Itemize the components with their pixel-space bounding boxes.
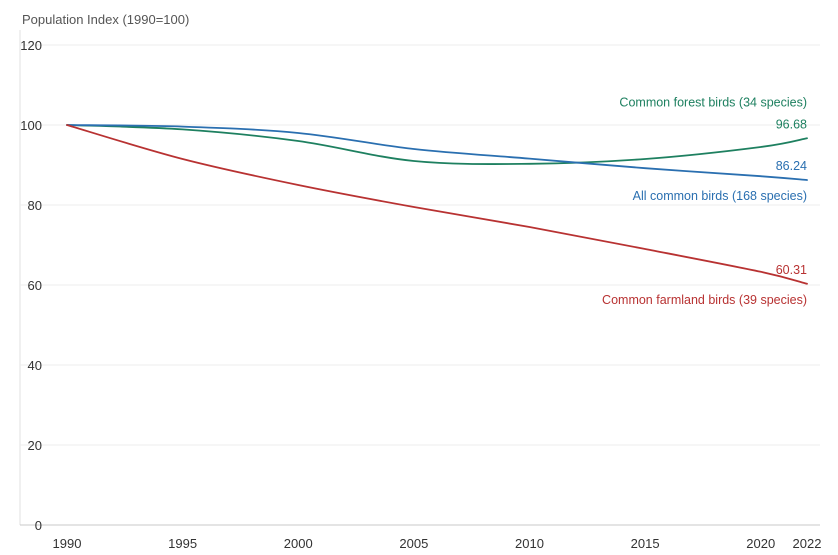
series-line-forest <box>66 124 808 165</box>
x-tick-label-2010: 2010 <box>515 536 544 551</box>
gridlines <box>19 30 820 526</box>
y-tick-label-60: 60 <box>28 278 42 293</box>
x-tick-label-2020: 2020 <box>746 536 775 551</box>
x-tick-label-2000: 2000 <box>284 536 313 551</box>
y-tick-label-0: 0 <box>35 518 42 533</box>
y-tick-label-100: 100 <box>20 118 42 133</box>
series-lines <box>66 124 808 285</box>
end-value-forest: 96.68 <box>776 117 807 131</box>
y-tick-label-120: 120 <box>20 38 42 53</box>
series-label-farmland: Common farmland birds (39 species) <box>602 293 807 307</box>
x-tick-label-1995: 1995 <box>168 536 197 551</box>
y-axis-title: Population Index (1990=100) <box>22 12 190 27</box>
x-axis: 1990 1995 2000 2005 2010 2015 2020 2022 <box>53 536 822 551</box>
x-tick-label-1990: 1990 <box>53 536 82 551</box>
series-label-forest: Common forest birds (34 species) <box>619 95 807 109</box>
x-tick-label-2005: 2005 <box>399 536 428 551</box>
y-tick-label-40: 40 <box>28 358 42 373</box>
end-value-farmland: 60.31 <box>776 263 807 277</box>
end-value-all: 86.24 <box>776 159 807 173</box>
y-tick-label-20: 20 <box>28 438 42 453</box>
x-tick-label-2022: 2022 <box>793 536 822 551</box>
y-tick-label-80: 80 <box>28 198 42 213</box>
series-line-farmland <box>66 124 808 285</box>
series-labels: 96.68 Common forest birds (34 species) 86.… <box>602 95 807 306</box>
y-axis: 0 20 40 60 80 100 120 <box>20 38 42 533</box>
series-line-all <box>66 124 808 181</box>
x-tick-label-2015: 2015 <box>631 536 660 551</box>
series-label-all: All common birds (168 species) <box>633 189 807 203</box>
